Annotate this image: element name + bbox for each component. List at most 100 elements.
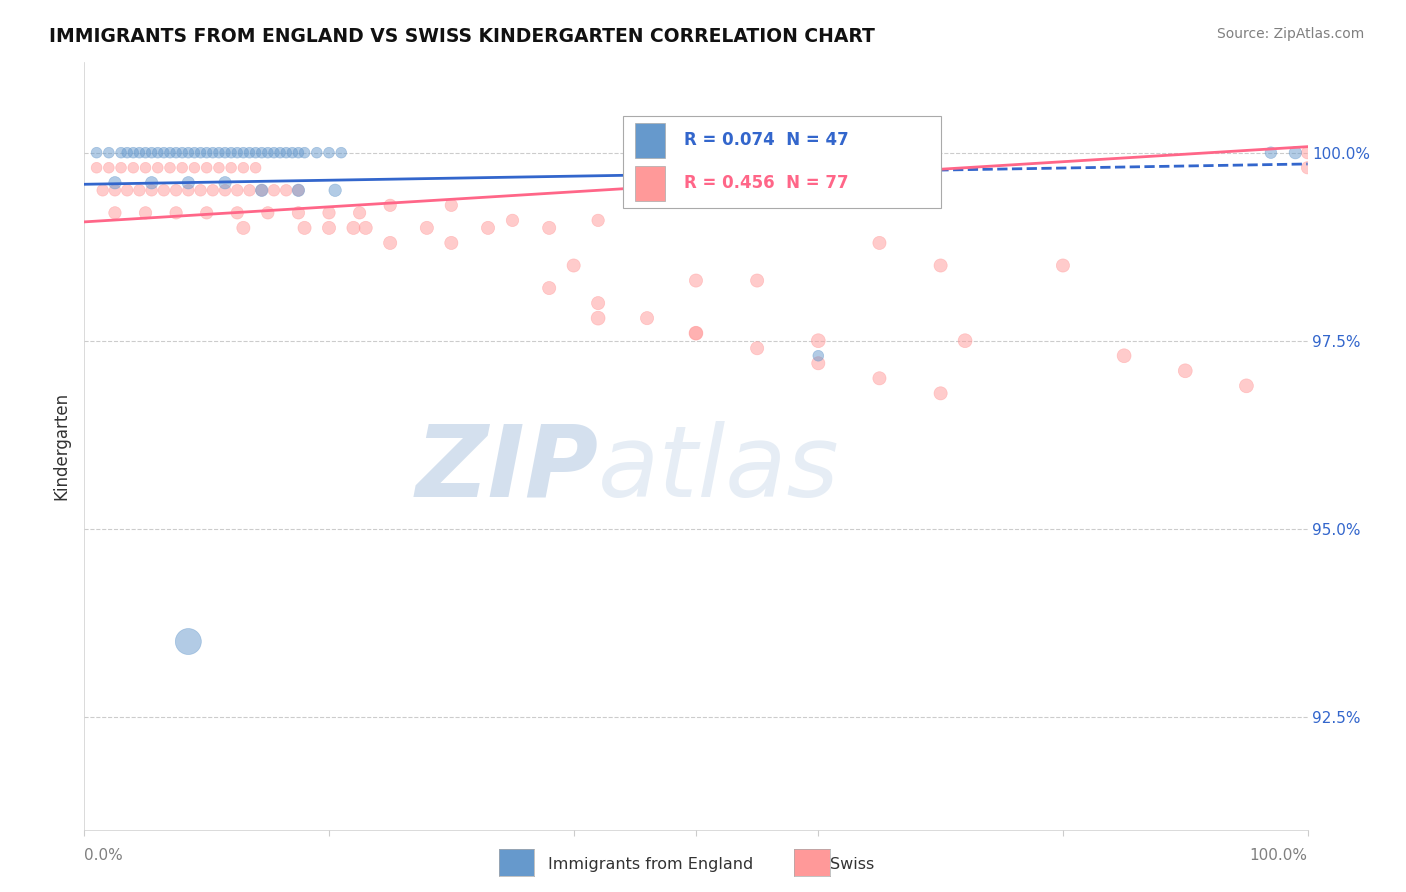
Point bbox=[208, 161, 231, 175]
Point bbox=[238, 183, 260, 197]
Point bbox=[287, 145, 309, 160]
Point bbox=[330, 145, 353, 160]
Point bbox=[685, 274, 707, 288]
Point bbox=[86, 161, 108, 175]
Point bbox=[135, 145, 157, 160]
Point bbox=[440, 235, 463, 250]
Point bbox=[929, 259, 952, 273]
Point bbox=[128, 145, 150, 160]
Point bbox=[177, 634, 200, 648]
Point bbox=[380, 235, 402, 250]
Point bbox=[177, 145, 200, 160]
Y-axis label: Kindergarten: Kindergarten bbox=[52, 392, 70, 500]
Point bbox=[586, 311, 609, 326]
Point bbox=[172, 161, 194, 175]
Point bbox=[1296, 161, 1319, 175]
Point bbox=[538, 281, 561, 295]
Point bbox=[214, 183, 236, 197]
Point bbox=[349, 206, 371, 220]
Text: atlas: atlas bbox=[598, 420, 839, 517]
Text: R = 0.456  N = 77: R = 0.456 N = 77 bbox=[683, 174, 848, 193]
Point bbox=[141, 145, 163, 160]
Point bbox=[1174, 364, 1197, 378]
Point bbox=[354, 220, 377, 235]
Point bbox=[287, 183, 309, 197]
Point bbox=[257, 206, 280, 220]
Point bbox=[1260, 145, 1282, 160]
Point bbox=[91, 183, 114, 197]
Point bbox=[250, 183, 273, 197]
Point bbox=[281, 145, 304, 160]
Point bbox=[586, 296, 609, 310]
Point bbox=[232, 220, 254, 235]
Point bbox=[440, 198, 463, 212]
Point bbox=[636, 311, 658, 326]
Point bbox=[97, 161, 120, 175]
Point bbox=[226, 183, 249, 197]
Point bbox=[135, 161, 157, 175]
FancyBboxPatch shape bbox=[623, 116, 941, 208]
Point bbox=[146, 145, 169, 160]
Point bbox=[195, 206, 218, 220]
Point bbox=[141, 183, 163, 197]
Point bbox=[153, 183, 176, 197]
Point bbox=[380, 198, 402, 212]
Point bbox=[195, 161, 218, 175]
Point bbox=[177, 176, 200, 190]
Point bbox=[177, 183, 200, 197]
Point bbox=[183, 161, 205, 175]
Point bbox=[1284, 145, 1306, 160]
Point bbox=[257, 145, 280, 160]
Point bbox=[190, 145, 212, 160]
Point bbox=[929, 386, 952, 401]
Point bbox=[226, 206, 249, 220]
Point bbox=[219, 145, 242, 160]
Point bbox=[1296, 145, 1319, 160]
Point bbox=[159, 145, 181, 160]
Point bbox=[685, 326, 707, 341]
Point bbox=[226, 145, 249, 160]
Point bbox=[250, 183, 273, 197]
Point bbox=[287, 183, 309, 197]
Point bbox=[201, 183, 224, 197]
Point bbox=[747, 274, 769, 288]
Point bbox=[747, 341, 769, 355]
Point bbox=[153, 145, 176, 160]
Point bbox=[214, 176, 236, 190]
Point bbox=[562, 259, 585, 273]
Point bbox=[869, 371, 891, 385]
Text: 100.0%: 100.0% bbox=[1250, 848, 1308, 863]
Point bbox=[104, 183, 127, 197]
Point bbox=[287, 206, 309, 220]
Point bbox=[269, 145, 291, 160]
Point bbox=[172, 145, 194, 160]
Point bbox=[115, 183, 138, 197]
Point bbox=[586, 213, 609, 227]
Point bbox=[128, 183, 150, 197]
Point bbox=[195, 145, 218, 160]
Point bbox=[141, 176, 163, 190]
Point bbox=[146, 161, 169, 175]
Point bbox=[104, 206, 127, 220]
Point bbox=[294, 220, 316, 235]
Point bbox=[159, 161, 181, 175]
Point bbox=[342, 220, 364, 235]
Text: Swiss: Swiss bbox=[830, 857, 873, 872]
Point bbox=[276, 145, 298, 160]
Point bbox=[219, 161, 242, 175]
Point bbox=[263, 145, 285, 160]
Point bbox=[245, 161, 267, 175]
Point bbox=[110, 161, 132, 175]
Point bbox=[477, 220, 499, 235]
Point bbox=[263, 183, 285, 197]
Point bbox=[685, 326, 707, 341]
Point bbox=[165, 145, 187, 160]
Point bbox=[208, 145, 231, 160]
Point bbox=[201, 145, 224, 160]
Point bbox=[416, 220, 439, 235]
Point bbox=[1052, 259, 1074, 273]
Point bbox=[305, 145, 328, 160]
FancyBboxPatch shape bbox=[636, 166, 665, 201]
Point bbox=[183, 145, 205, 160]
Point bbox=[318, 220, 340, 235]
